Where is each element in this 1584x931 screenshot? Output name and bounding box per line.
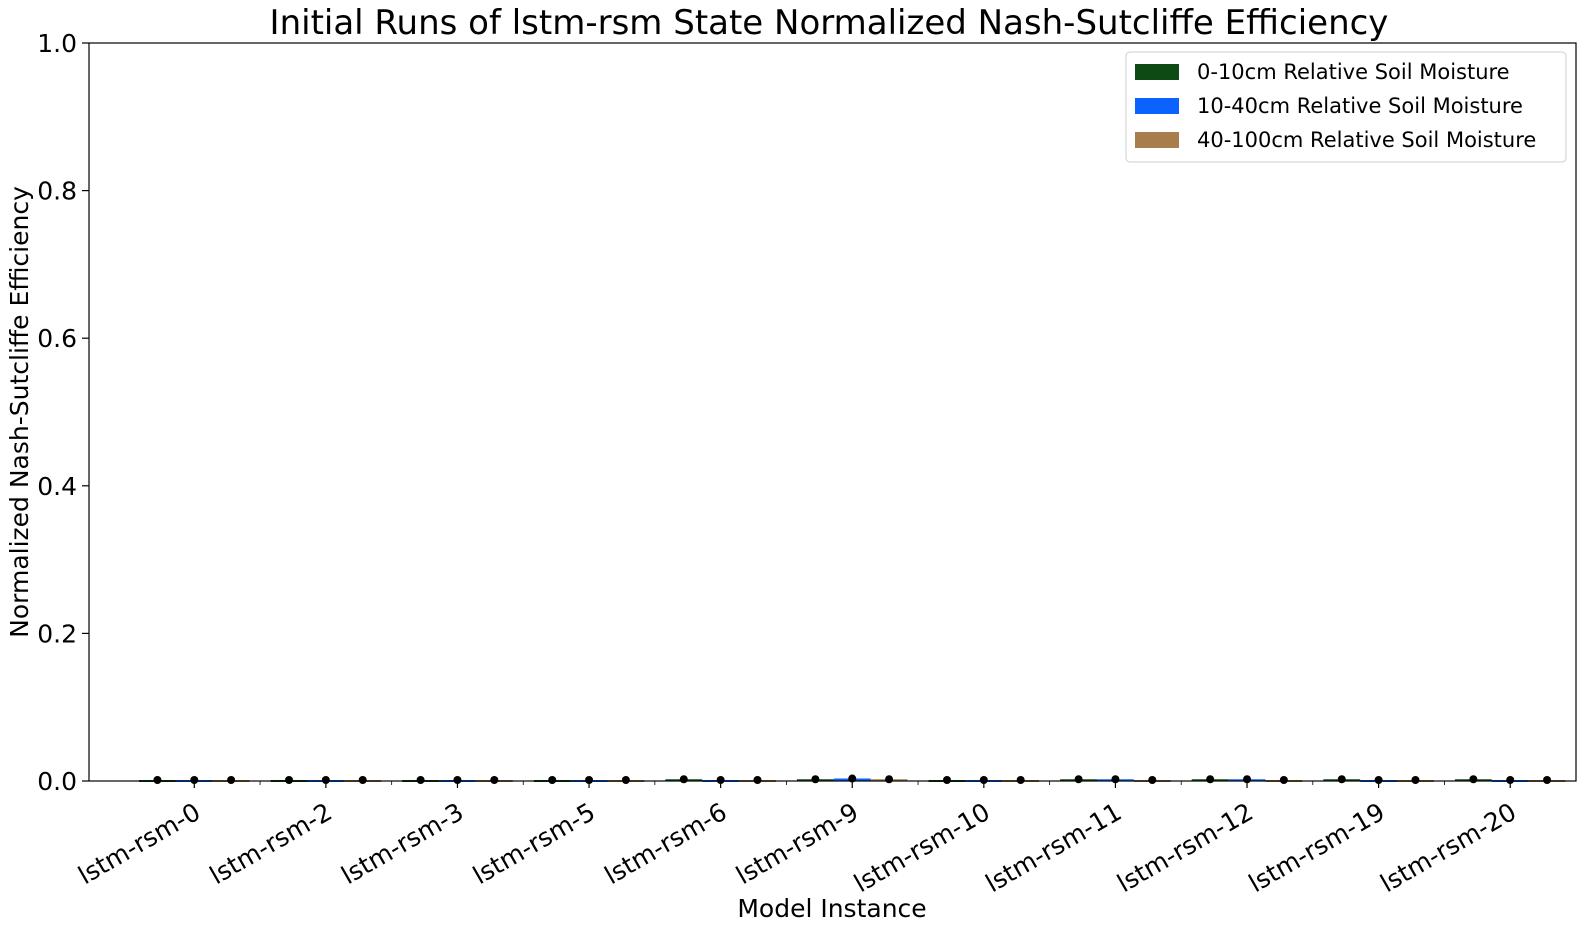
error-marker [416, 776, 425, 784]
x-tick-label: lstm-rsm-11 [981, 797, 1127, 898]
error-marker [1374, 776, 1383, 784]
x-tick-label: lstm-rsm-12 [1112, 797, 1258, 898]
x-tick-label: lstm-rsm-3 [336, 797, 468, 890]
error-marker [490, 776, 499, 784]
y-tick-label: 0.0 [37, 767, 77, 796]
error-marker [285, 776, 294, 784]
y-tick-label: 0.4 [37, 472, 77, 501]
x-tick-label: lstm-rsm-2 [205, 797, 337, 890]
error-marker [1016, 776, 1025, 784]
error-marker [1543, 776, 1552, 784]
legend-item: 40-100cm Relative Soil Moisture [1135, 128, 1536, 152]
y-tick-label: 0.2 [37, 619, 77, 648]
error-marker [1337, 775, 1346, 784]
error-marker [585, 776, 594, 784]
x-tick-label: lstm-rsm-5 [468, 797, 600, 890]
error-marker [1469, 775, 1478, 784]
error-marker [1411, 776, 1420, 784]
plot-frame [88, 42, 1577, 782]
error-marker [1148, 776, 1157, 784]
legend-item: 0-10cm Relative Soil Moisture [1135, 60, 1510, 84]
legend-swatch-40-100cm [1135, 132, 1179, 148]
y-tick-label: 1.0 [37, 29, 77, 58]
error-marker [885, 775, 894, 784]
x-tick-label: lstm-rsm-0 [73, 797, 205, 890]
error-marker [621, 776, 630, 784]
legend-label-0-10cm: 0-10cm Relative Soil Moisture [1197, 60, 1510, 84]
error-marker [321, 776, 330, 784]
error-marker [716, 776, 725, 784]
error-marker [1074, 775, 1083, 784]
error-marker [153, 776, 162, 784]
error-marker [190, 776, 199, 784]
error-marker [679, 775, 688, 784]
x-tick-label: lstm-rsm-6 [600, 797, 732, 890]
error-marker [979, 776, 988, 784]
error-marker [1506, 776, 1515, 784]
error-marker [358, 776, 367, 784]
y-axis-label: Normalized Nash-Sutcliffe Efficiency [5, 186, 34, 638]
y-tick-label: 0.6 [37, 324, 77, 353]
y-axis: 0.0 0.2 0.4 0.6 0.8 1.0 [37, 29, 89, 796]
error-marker [811, 775, 820, 784]
error-marker [1279, 776, 1288, 784]
error-marker [453, 776, 462, 784]
error-marker [942, 776, 951, 784]
error-marker [548, 776, 557, 784]
legend: 0-10cm Relative Soil Moisture 10-40cm Re… [1125, 51, 1567, 163]
x-axis-label: Model Instance [737, 894, 926, 923]
x-tick-label: lstm-rsm-19 [1244, 797, 1390, 898]
legend-label-10-40cm: 10-40cm Relative Soil Moisture [1197, 94, 1523, 118]
x-tick-label: lstm-rsm-10 [849, 797, 995, 898]
x-tick-label: lstm-rsm-9 [731, 797, 863, 890]
y-tick-label: 0.8 [37, 177, 77, 206]
legend-item: 10-40cm Relative Soil Moisture [1135, 94, 1523, 118]
chart-title: Initial Runs of lstm-rsm State Normalize… [270, 3, 1389, 43]
legend-frame [1125, 51, 1567, 163]
legend-label-40-100cm: 40-100cm Relative Soil Moisture [1197, 128, 1536, 152]
legend-swatch-0-10cm [1135, 64, 1179, 80]
legend-swatch-10-40cm [1135, 98, 1179, 114]
x-axis: lstm-rsm-0 lstm-rsm-2 lstm-rsm-3 lstm-rsm-5… [73, 781, 1521, 898]
x-tick-label: lstm-rsm-20 [1375, 797, 1521, 898]
error-marker [753, 776, 762, 784]
error-marker [227, 776, 236, 784]
error-marker [1206, 775, 1215, 784]
